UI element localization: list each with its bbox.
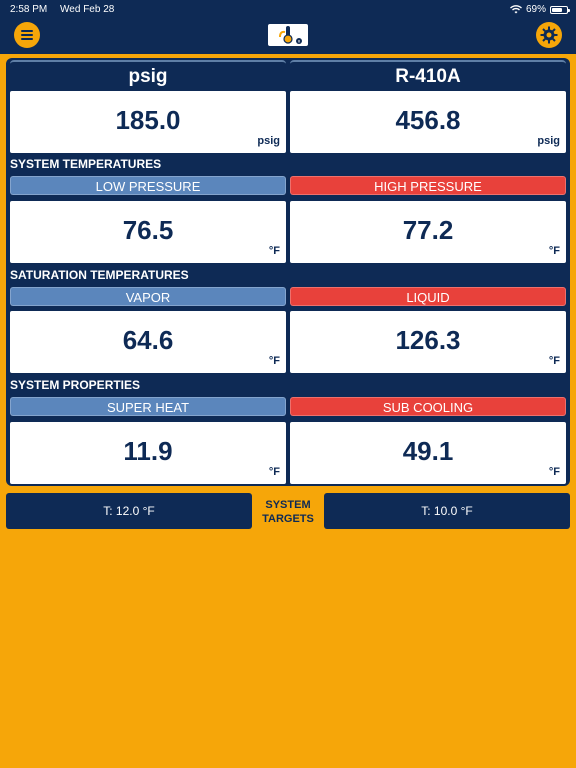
status-time: 2:58 PM [10, 4, 48, 15]
menu-icon [21, 30, 33, 40]
super-heat-reading: 11.9 °F [10, 422, 286, 484]
high-side-temp-reading[interactable]: 77.2 °F [290, 201, 566, 263]
wifi-icon [510, 5, 522, 14]
high-pressure-reading[interactable]: 456.8 psig [290, 91, 566, 153]
gear-icon [540, 26, 558, 44]
super-heat-value: 11.9 [123, 436, 173, 466]
system-temperatures-title: SYSTEM TEMPERATURES [10, 157, 162, 171]
high-side-temp-value: 77.2 [402, 215, 454, 245]
status-bar: 2:58 PM Wed Feb 28 69% [0, 0, 576, 18]
high-pressure-unit: psig [537, 135, 560, 147]
status-date: Wed Feb 28 [60, 4, 115, 15]
system-targets-label: SYSTEM TARGETS [256, 498, 320, 526]
app-logo[interactable] [268, 24, 308, 46]
liquid-temp-value: 126.3 [395, 325, 461, 355]
battery-percent: 69% [525, 4, 546, 15]
vapor-temp-reading: 64.6 °F [10, 311, 286, 373]
sub-cooling-value: 49.1 [402, 436, 454, 466]
system-targets-label-line1: SYSTEM [265, 499, 311, 511]
high-side-temp-unit: °F [548, 245, 560, 257]
system-targets-label-line2: TARGETS [262, 513, 314, 525]
super-heat-unit: °F [268, 466, 280, 478]
low-pressure-label: LOW PRESSURE [10, 176, 286, 195]
saturation-temperatures-title: SATURATION TEMPERATURES [10, 268, 189, 282]
low-pressure-value: 185.0 [115, 105, 181, 135]
high-pressure-value: 456.8 [395, 105, 461, 135]
sub-cooling-target-button[interactable]: T: 10.0 °F [324, 493, 570, 529]
menu-button[interactable] [14, 22, 40, 48]
high-pressure-label: HIGH PRESSURE [290, 176, 566, 195]
super-heat-label: SUPER HEAT [10, 397, 286, 416]
battery-icon [550, 5, 570, 14]
liquid-temp-unit: °F [548, 355, 560, 367]
app-logo-icon [279, 26, 302, 44]
liquid-temp-reading: 126.3 °F [290, 311, 566, 373]
readings-panel: psig R-410A 185.0 psig 456.8 psig SYSTEM… [6, 58, 570, 486]
refrigerant-selector[interactable]: R-410A [290, 60, 566, 90]
low-side-temp-unit: °F [268, 245, 280, 257]
nav-bar [0, 18, 576, 54]
pressure-unit-selector[interactable]: psig [10, 60, 286, 90]
vapor-label: VAPOR [10, 287, 286, 306]
low-side-temp-reading[interactable]: 76.5 °F [10, 201, 286, 263]
super-heat-target-button[interactable]: T: 12.0 °F [6, 493, 252, 529]
low-side-temp-value: 76.5 [122, 215, 174, 245]
sub-cooling-label: SUB COOLING [290, 397, 566, 416]
low-pressure-reading[interactable]: 185.0 psig [10, 91, 286, 153]
settings-button[interactable] [536, 22, 562, 48]
vapor-temp-value: 64.6 [122, 325, 174, 355]
system-properties-title: SYSTEM PROPERTIES [10, 378, 141, 392]
vapor-temp-unit: °F [268, 355, 280, 367]
sub-cooling-reading: 49.1 °F [290, 422, 566, 484]
low-pressure-unit: psig [257, 135, 280, 147]
liquid-label: LIQUID [290, 287, 566, 306]
sub-cooling-unit: °F [548, 466, 560, 478]
